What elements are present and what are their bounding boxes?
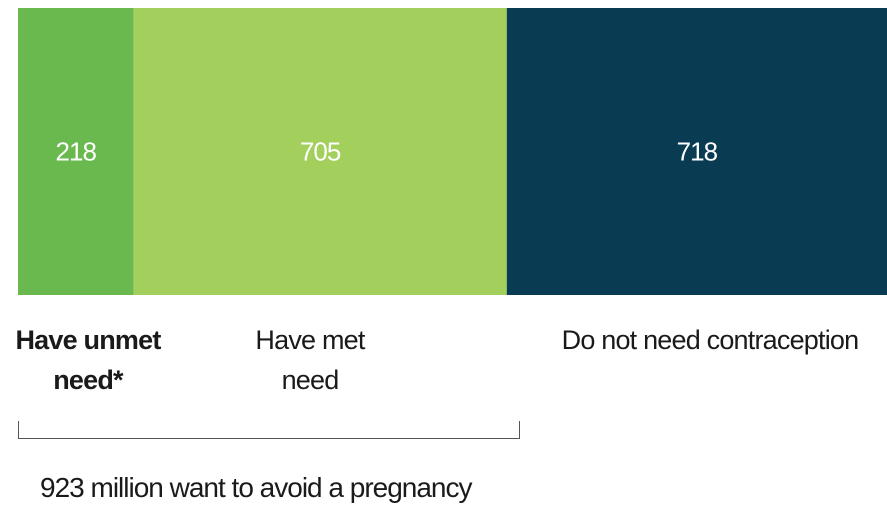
category-label-line: Have met — [255, 325, 365, 355]
category-label-line: Do not need contraception — [561, 325, 860, 355]
category-label-line: Have unmet — [15, 325, 161, 355]
category-label-line: need* — [53, 365, 123, 395]
bar-segment-have-unmet-need — [18, 8, 134, 295]
bar-segment-have-met-need — [133, 8, 507, 295]
category-label-have-unmet-need: Have unmet need* — [8, 320, 168, 400]
category-label-do-not-need-contraception: Do not need contraception — [540, 320, 880, 360]
value-label-have-met-need: 705 — [299, 136, 341, 166]
bracket — [18, 421, 520, 439]
category-label-have-met-need: Have met need — [220, 320, 400, 400]
bracket-caption: 923 million want to avoid a pregnancy — [40, 472, 473, 503]
value-label-do-not-need-contraception: 718 — [676, 136, 718, 166]
value-label-have-unmet-need: 218 — [55, 136, 97, 166]
bar-segment-do-not-need-contraception — [506, 8, 887, 295]
category-label-line: need — [281, 365, 340, 395]
